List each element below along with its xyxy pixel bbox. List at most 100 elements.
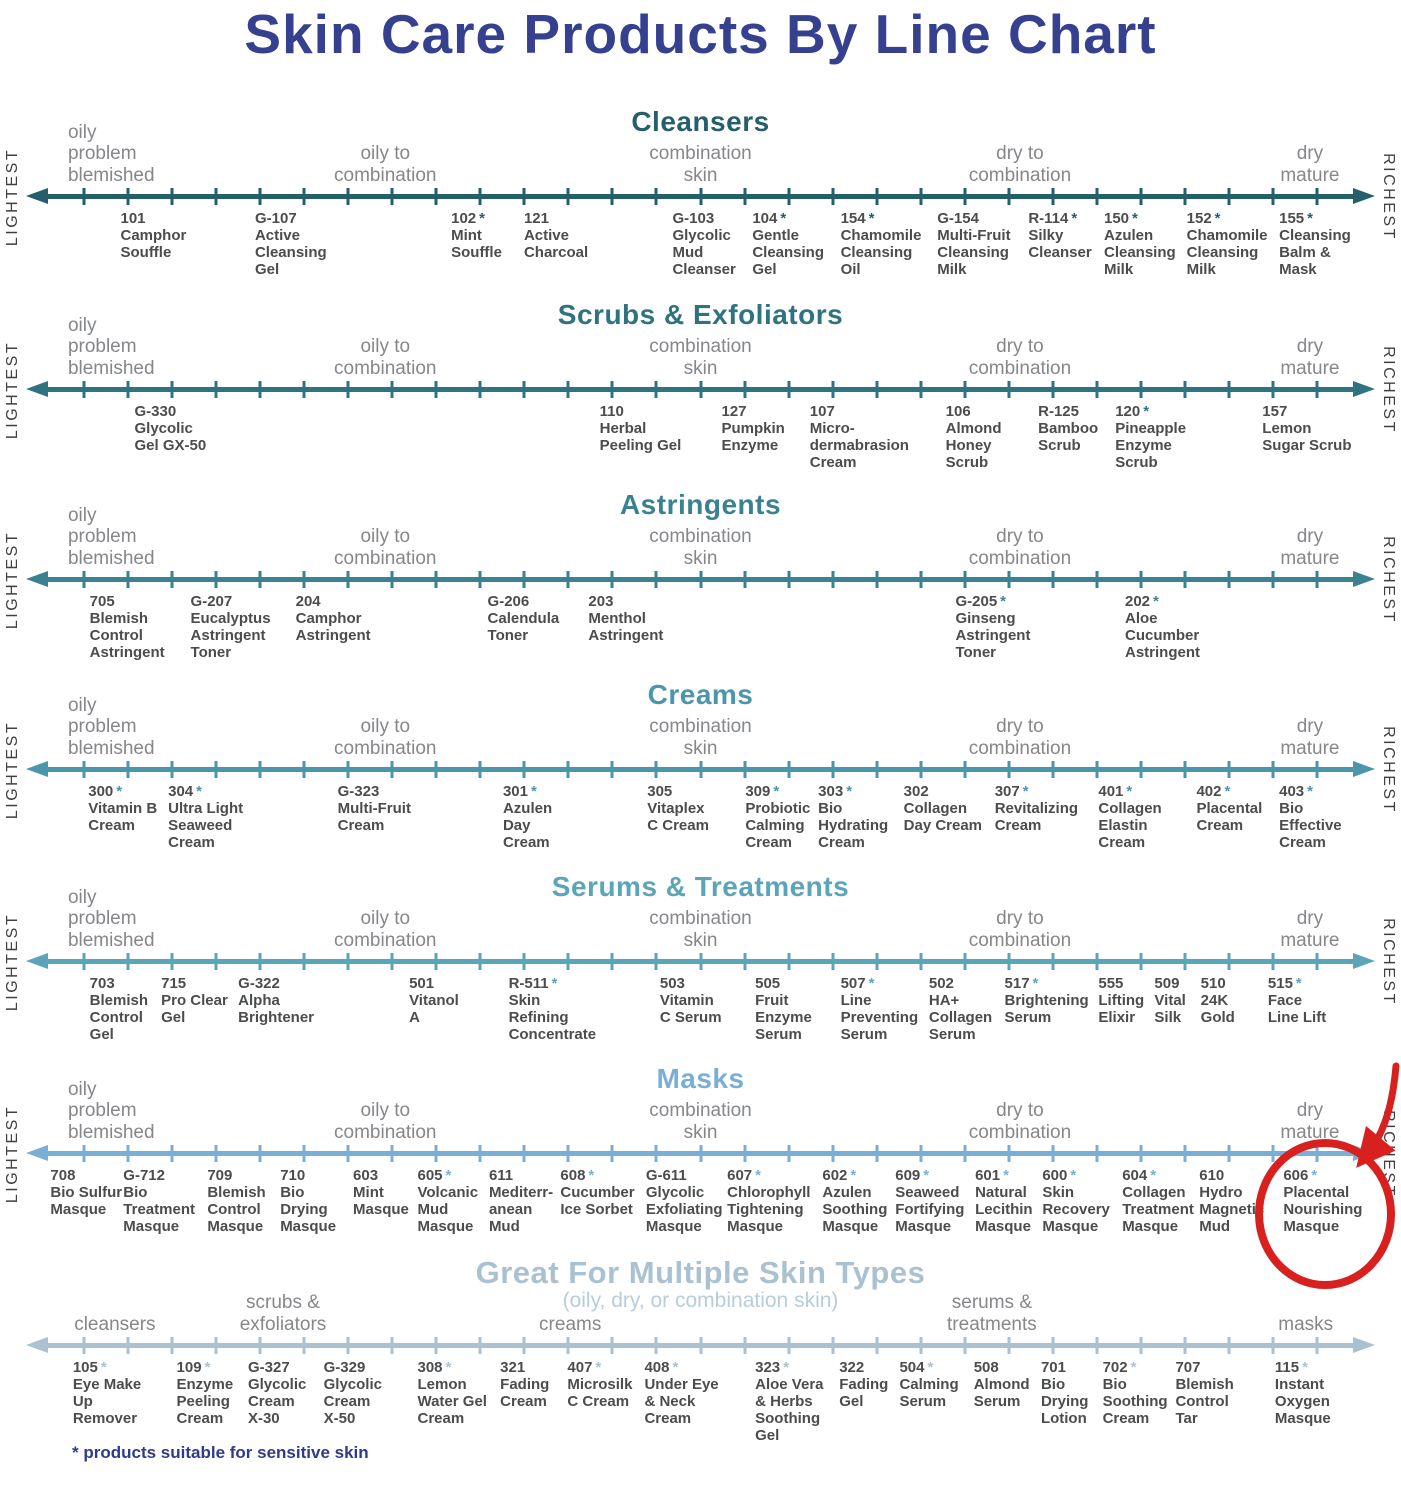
product-name: Mint Masque [353, 1184, 409, 1219]
product-code-line: R-511 * [509, 975, 597, 992]
product-label: 115 * Instant Oxygen Masque [1275, 1359, 1331, 1427]
product-name: Chamomile Cleansing Milk [1186, 227, 1268, 279]
axis-tick [346, 381, 350, 398]
right-arrowhead-icon [1353, 381, 1375, 397]
product-name: Fruit Enzyme Serum [755, 992, 812, 1044]
row-heading: Great For Multiple Skin Types [475, 1255, 926, 1290]
axis-tick [1139, 761, 1143, 778]
product-code: 202 [1125, 593, 1151, 610]
axis-tick [787, 761, 791, 778]
product-code: 150 [1103, 210, 1130, 227]
axis-tick [610, 1337, 614, 1354]
product-label: 204 Camphor Astringent [296, 593, 371, 644]
product-code-line: 600 * [1042, 1167, 1110, 1184]
axis-tick [390, 761, 394, 778]
axis-tick [1051, 381, 1055, 398]
product-code: 408 [644, 1359, 670, 1376]
axis-tick [346, 188, 350, 205]
product-code: 152 [1186, 210, 1212, 227]
axis-tick [258, 761, 262, 778]
product-code: R-125 [1038, 403, 1079, 420]
axis-tick [610, 761, 614, 778]
product-name: Menthol Astringent [588, 610, 664, 645]
axis-tick [963, 761, 967, 778]
axis-tick [1051, 761, 1055, 778]
axis-tick [787, 571, 791, 588]
product-label: 152 * Chamomile Cleansing Milk [1187, 210, 1268, 278]
axis-tick [1095, 188, 1099, 205]
product-name: Brightening Serum [1004, 992, 1089, 1027]
product-code-line: 606 * [1283, 1167, 1362, 1184]
sensitive-skin-asterisk: * [773, 783, 780, 800]
product-code-line: G-206 [488, 593, 560, 610]
product-code-line: 308 * [417, 1359, 486, 1376]
skin-zone-label: oily to combination [334, 336, 437, 379]
product-code: 509 [1154, 975, 1180, 992]
row-serums-treatments: Serums & Treatments oily problem blemishe… [0, 865, 1401, 1057]
product-label: 504 * Calming Serum [899, 1359, 958, 1410]
product-code-line: 710 [280, 1167, 336, 1184]
product-name: HA+ Collagen Serum [928, 992, 993, 1044]
axis-tick [390, 1337, 394, 1354]
product-code-line: 607 * [727, 1167, 810, 1184]
axis-tick [699, 1337, 702, 1354]
axis-tick [1315, 188, 1319, 205]
product-label: 303 * Bio Hydrating Cream [818, 783, 888, 851]
axis-tick [875, 953, 879, 970]
product-label: 600 * Skin Recovery Masque [1042, 1167, 1110, 1235]
product-name: Chamomile Cleansing Oil [840, 227, 922, 279]
product-code: 502 [928, 975, 954, 992]
product-label: 604 * Collagen Treatment Masque [1122, 1167, 1194, 1235]
axis-tick [743, 953, 747, 970]
axis-tick [522, 381, 526, 398]
product-label: 109 * Enzyme Peeling Cream [177, 1359, 234, 1427]
axis-tick [743, 571, 747, 588]
product-code-line: G-107 [255, 210, 327, 227]
product-name: Camphor Souffle [120, 227, 187, 262]
product-code-line: 107 [810, 403, 909, 420]
product-name: Probiotic Calming Cream [745, 800, 811, 852]
product-name: Ginseng Astringent Toner [955, 610, 1031, 662]
product-name: Pro Clear Gel [161, 992, 228, 1027]
axis-tick [126, 188, 130, 205]
product-code-line: 110 [600, 403, 682, 420]
product-code: G-323 [337, 783, 380, 800]
product-label: 701 Bio Drying Lotion [1041, 1359, 1089, 1427]
product-label: 106 Almond Honey Scrub [946, 403, 1002, 471]
product-code-line: R-114 * [1028, 210, 1091, 227]
product-code: 606 [1283, 1167, 1309, 1184]
product-label: G-611 Glycolic Exfoliating Masque [646, 1167, 723, 1235]
axis-tick [743, 761, 747, 778]
product-code: G-330 [134, 403, 177, 420]
axis-tick [1271, 761, 1275, 778]
axis-tick [1315, 1337, 1319, 1354]
sensitive-skin-asterisk: * [1295, 975, 1302, 992]
product-label: G-107 Active Cleansing Gel [255, 210, 327, 278]
product-code-line: 307 * [995, 783, 1078, 800]
skin-zone-label: oily problem blemished [67, 315, 155, 379]
axis-tick [170, 188, 174, 205]
product-label: 501 Vitanol A [409, 975, 459, 1026]
product-label: 403 * Bio Effective Cream [1279, 783, 1342, 851]
axis-tick [478, 1145, 482, 1162]
product-code-line: 504 * [899, 1359, 958, 1376]
axis-tick [126, 953, 130, 970]
axis-tick [478, 761, 482, 778]
product-code: 605 [417, 1167, 443, 1184]
right-arrowhead-icon [1353, 761, 1375, 777]
product-name: Glycolic Cream X-50 [323, 1376, 382, 1428]
product-label: G-323 Multi-Fruit Cream [338, 783, 411, 834]
axis-tick [390, 953, 394, 970]
product-name: Chlorophyll Tightening Masque [727, 1184, 811, 1236]
axis-tick [214, 188, 218, 205]
skin-zone-label: dry to combination [968, 1100, 1072, 1143]
product-code-line: 408 * [644, 1359, 718, 1376]
product-code: 307 [994, 783, 1020, 800]
product-code-line: 502 [929, 975, 992, 992]
axis-tick [1315, 571, 1319, 588]
skin-zone-label: masks [1278, 1313, 1334, 1335]
product-code-line: G-323 [338, 783, 411, 800]
axis-tick [1007, 761, 1011, 778]
product-label: 323 * Aloe Vera & Herbs Soothing Gel [755, 1359, 823, 1444]
